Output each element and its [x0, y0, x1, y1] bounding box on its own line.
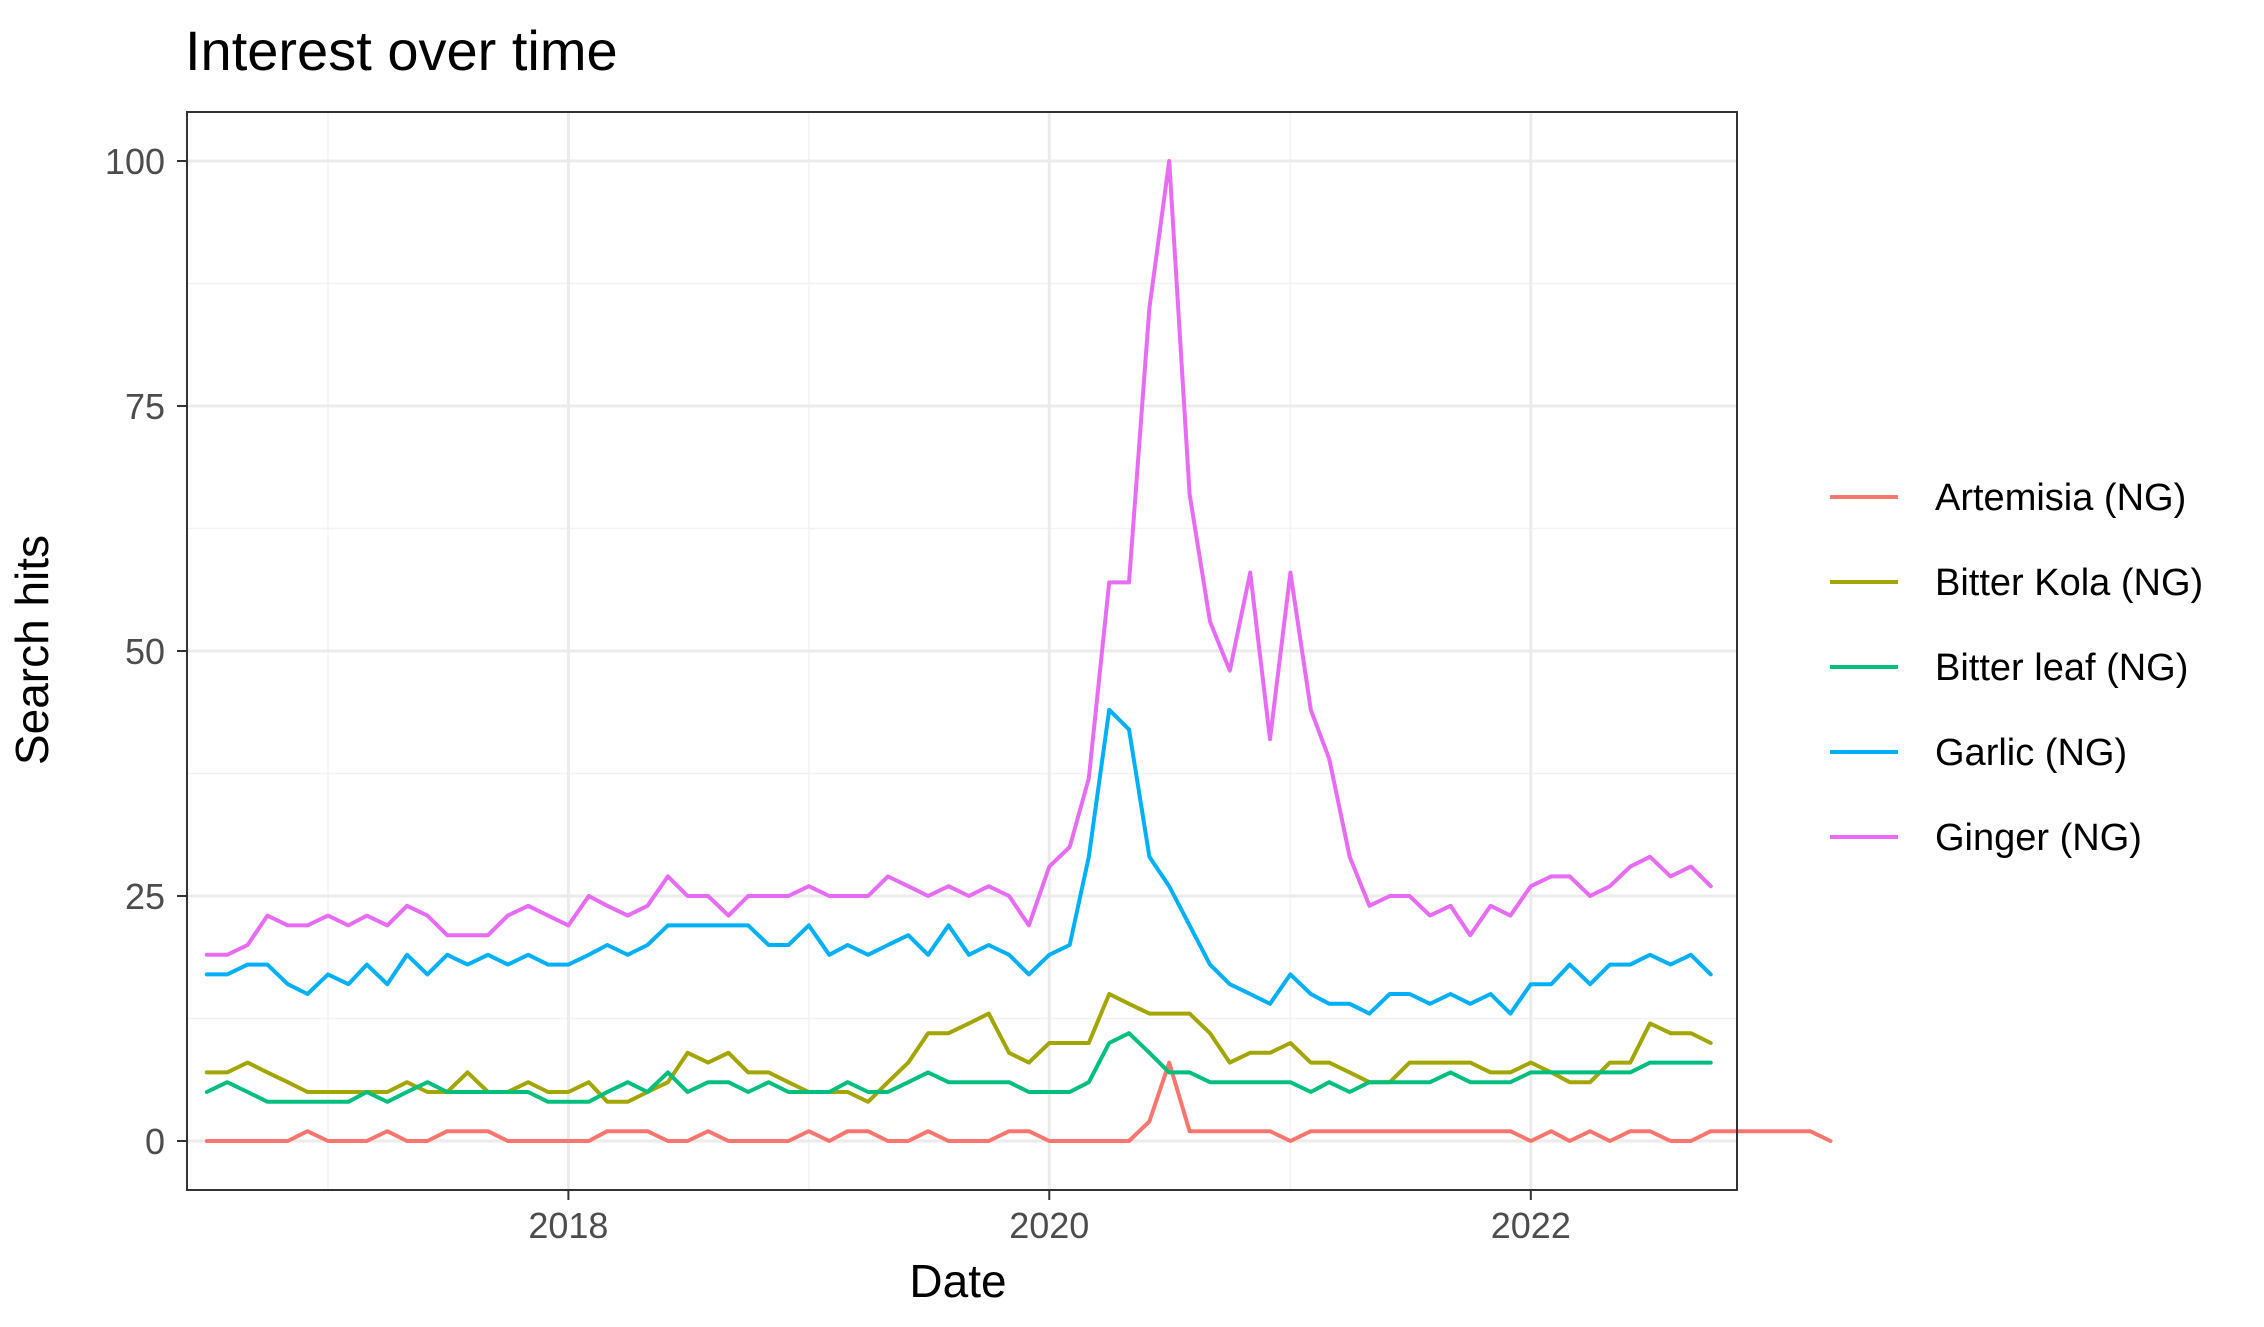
y-tick-label: 100 — [105, 141, 165, 182]
legend-label: Bitter Kola (NG) — [1935, 562, 2203, 604]
legend: Artemisia (NG) Bitter Kola (NG) Bitter lea… — [1830, 477, 2203, 859]
x-tick-label: 2020 — [1009, 1205, 1089, 1246]
y-tick-label: 25 — [125, 876, 165, 917]
x-axis: 2018 2020 2022 — [528, 1190, 1571, 1246]
y-axis: 0 25 50 75 100 — [105, 141, 187, 1162]
legend-item: Bitter Kola (NG) — [1830, 562, 2203, 604]
series-line-3 — [204, 1031, 1713, 1104]
y-tick-label: 75 — [125, 386, 165, 427]
series-line-4 — [204, 707, 1713, 1016]
series-lines — [204, 159, 1833, 1143]
x-axis-title: Date — [909, 1255, 1006, 1307]
legend-item: Bitter leaf (NG) — [1830, 647, 2188, 689]
series-line-2 — [204, 992, 1713, 1104]
chart-title: Interest over time — [185, 19, 618, 82]
y-axis-title: Search hits — [6, 535, 58, 765]
x-tick-label: 2022 — [1491, 1205, 1571, 1246]
major-y-gridlines — [187, 159, 1737, 1143]
y-tick-label: 50 — [125, 631, 165, 672]
legend-label: Garlic (NG) — [1935, 732, 2127, 774]
series-line-1 — [204, 1060, 1833, 1143]
y-tick-label: 0 — [145, 1121, 165, 1162]
legend-item: Ginger (NG) — [1830, 817, 2142, 859]
x-tick-label: 2018 — [528, 1205, 608, 1246]
minor-y-gridlines — [187, 282, 1737, 1020]
legend-item: Garlic (NG) — [1830, 732, 2127, 774]
legend-label: Ginger (NG) — [1935, 817, 2142, 859]
series-line-5 — [204, 159, 1713, 957]
legend-label: Artemisia (NG) — [1935, 477, 2186, 519]
legend-item: Artemisia (NG) — [1830, 477, 2186, 519]
legend-label: Bitter leaf (NG) — [1935, 647, 2188, 689]
plot-panel — [186, 111, 1833, 1191]
